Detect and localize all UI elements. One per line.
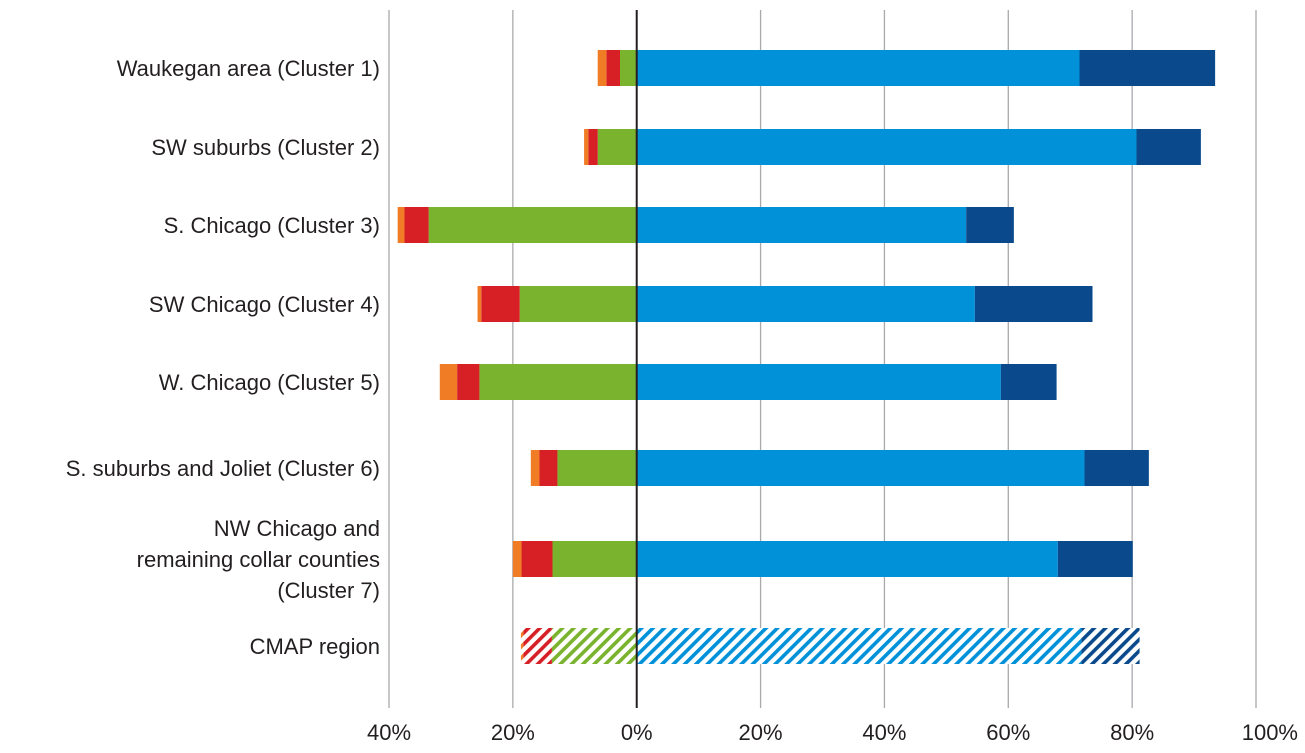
bar-segment [619,50,637,86]
bar-segment [636,207,967,243]
category-label-layer: Waukegan area (Cluster 1) SW suburbs (Clu… [66,56,380,659]
category-label-line: S. suburbs and Joliet (Cluster 6) [66,456,380,481]
category-label-line: (Cluster 7) [277,578,380,603]
bar-segment [520,628,524,664]
x-tick-label: 80% [1110,720,1154,745]
bar-segment [584,129,589,165]
category-label-line: W. Chicago (Cluster 5) [159,370,380,395]
bar-segment [539,450,558,486]
bar-segment [1084,450,1149,486]
bar-segment [512,541,522,577]
category-label-line: CMAP region [250,634,380,659]
category-label: NW Chicago and remaining collar counties (… [137,516,380,603]
category-label: CMAP region [250,634,380,659]
x-tick-label: 100% [1242,720,1298,745]
bar-segment [477,286,482,322]
bar-segment [428,207,637,243]
bar-segment [597,50,607,86]
category-label-line: Waukegan area (Cluster 1) [117,56,380,81]
category-label: W. Chicago (Cluster 5) [159,370,380,395]
bar-segment [636,50,1080,86]
bar-segment [1079,50,1216,86]
category-label-line: remaining collar counties [137,547,380,572]
x-tick-label: 60% [986,720,1030,745]
bar-segment [551,628,637,664]
bar-segment [552,541,637,577]
bar-segment [479,364,637,400]
bar-segment [636,541,1058,577]
category-label-line: S. Chicago (Cluster 3) [164,213,380,238]
bar-segment [1000,364,1057,400]
bar-segment [557,450,637,486]
bar-segment [966,207,1014,243]
bar-segment [439,364,458,400]
category-label: S. suburbs and Joliet (Cluster 6) [66,456,380,481]
bar-segment [1081,628,1140,664]
bar-segment [397,207,405,243]
bar-segment [636,286,975,322]
bar-segment [636,450,1085,486]
bar-segment [974,286,1093,322]
bar-segment [636,628,1082,664]
x-tick-label: 40% [862,720,906,745]
bar-segment [404,207,429,243]
category-label: SW suburbs (Cluster 2) [151,135,380,160]
category-label: S. Chicago (Cluster 3) [164,213,380,238]
grid-layer [388,10,1257,708]
bar-segment [519,286,637,322]
bar-segment [530,450,540,486]
x-tick-label: 40% [367,720,411,745]
bar-segment [636,364,1001,400]
category-label-line: SW Chicago (Cluster 4) [149,292,380,317]
bar-segment [457,364,480,400]
bar-segment [597,129,637,165]
bar-segment [523,628,552,664]
bar-layer [397,50,1216,664]
bar-segment [636,129,1137,165]
category-label: Waukegan area (Cluster 1) [117,56,380,81]
category-label-line: NW Chicago and [214,516,380,541]
x-tick-label: 20% [491,720,535,745]
bar-segment [606,50,620,86]
bar-segment [521,541,553,577]
category-label-line: SW suburbs (Cluster 2) [151,135,380,160]
bar-segment [588,129,598,165]
category-label: SW Chicago (Cluster 4) [149,292,380,317]
bar-segment [1057,541,1133,577]
x-tick-label: 0% [621,720,653,745]
bar-segment [481,286,520,322]
x-tick-label: 20% [739,720,783,745]
tick-label-layer: 40% 20% 0% 20% 40% 60% 80% 100% [367,720,1298,745]
bar-segment [1136,129,1201,165]
